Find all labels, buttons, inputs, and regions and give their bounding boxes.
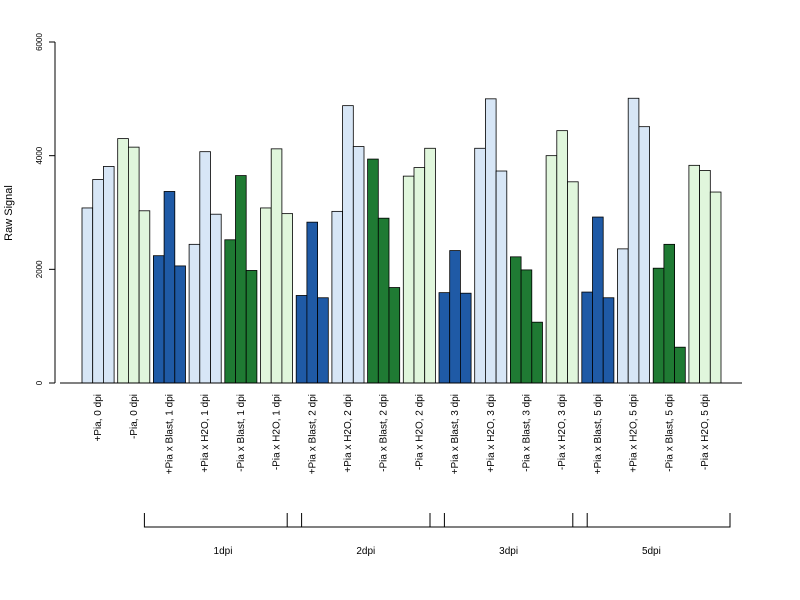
- x-tick-label: +Pia x Blast, 3 dpi: [450, 394, 461, 474]
- y-axis: 0 2000 4000 6000: [35, 33, 56, 385]
- bar: [138, 210, 151, 384]
- bar: [638, 126, 651, 384]
- group-label: 3dpi: [499, 546, 518, 557]
- y-tick-label: 2000: [35, 260, 44, 278]
- bar: [449, 250, 461, 384]
- x-tick-label: +Pia x Blast, 5 dpi: [593, 394, 604, 474]
- x-tick-label: +Pia x Blast, 1 dpi: [164, 394, 175, 474]
- bar: [295, 295, 308, 384]
- bar: [306, 221, 318, 384]
- bar: [388, 287, 401, 384]
- bar: [117, 138, 129, 384]
- bar: [127, 146, 140, 384]
- y-tick-label: 6000: [35, 33, 44, 51]
- bar: [367, 158, 379, 384]
- x-tick-label: -Pia x H2O, 2 dpi: [414, 394, 425, 470]
- x-tick-label: +Pia, 0 dpi: [93, 394, 104, 442]
- bar: [699, 170, 711, 384]
- y-axis-label: Raw Signal: [3, 185, 15, 241]
- bar: [377, 217, 390, 384]
- bar: [342, 105, 354, 384]
- bar: [235, 175, 247, 384]
- bar: [352, 146, 365, 384]
- bar: [224, 239, 236, 384]
- group-bracket: [143, 513, 303, 528]
- y-tick-label: 4000: [35, 146, 44, 164]
- bar: [688, 164, 701, 384]
- bar: [484, 98, 497, 384]
- bar: [627, 97, 640, 384]
- x-tick-label: -Pia x Blast, 3 dpi: [521, 394, 532, 472]
- bar: [581, 291, 593, 384]
- x-tick-label: -Pia x Blast, 1 dpi: [236, 394, 247, 472]
- bar: [413, 167, 426, 384]
- bar: [188, 243, 201, 384]
- bar: [152, 255, 165, 384]
- bar: [674, 346, 686, 384]
- group-label: 1dpi: [214, 546, 233, 557]
- bar: [281, 213, 293, 384]
- bar: [545, 155, 558, 384]
- bar: [103, 166, 115, 384]
- bar: [520, 269, 533, 384]
- x-tick-label: +Pia x H2O, 5 dpi: [629, 394, 640, 473]
- bar: [81, 207, 94, 384]
- bar: [709, 191, 722, 384]
- group-bracket: [572, 513, 731, 528]
- x-tick-label: +Pia x H2O, 3 dpi: [486, 394, 497, 473]
- bar: [652, 267, 665, 384]
- bar: [260, 207, 272, 384]
- bar: [210, 213, 222, 384]
- x-tick-label: +Pia x Blast, 2 dpi: [307, 394, 318, 474]
- x-tick-label: +Pia x H2O, 2 dpi: [343, 394, 354, 473]
- group-bracket: [429, 513, 588, 528]
- bars: [81, 97, 722, 384]
- group-brackets: 1dpi 2dpi 3dpi 5dpi: [143, 513, 731, 557]
- bar: [617, 248, 629, 384]
- group-label: 5dpi: [642, 546, 661, 557]
- x-tick-label: +Pia x H2O, 1 dpi: [200, 394, 211, 473]
- bar: [602, 297, 615, 384]
- y-tick-label: 0: [35, 380, 44, 385]
- bar: [663, 243, 676, 384]
- bar: [474, 147, 486, 384]
- bar: [509, 256, 522, 384]
- bar: [592, 216, 604, 384]
- bar: [567, 181, 579, 384]
- bar: [331, 210, 343, 384]
- bar: [270, 148, 283, 384]
- group-bracket: [286, 513, 445, 528]
- x-tick-label: -Pia x Blast, 5 dpi: [664, 394, 675, 472]
- bar: [174, 265, 186, 384]
- bar: [424, 147, 436, 384]
- bar: [438, 292, 451, 384]
- bar: [317, 297, 329, 384]
- group-label: 2dpi: [356, 546, 375, 557]
- x-tick-label: -Pia x H2O, 1 dpi: [272, 394, 283, 470]
- bar: [402, 175, 415, 384]
- bar: [556, 130, 568, 384]
- bar: [245, 270, 258, 384]
- bar: [92, 179, 104, 384]
- bar: [163, 191, 176, 384]
- x-tick-label: -Pia, 0 dpi: [129, 394, 140, 439]
- bar: [199, 151, 211, 384]
- bar: [459, 292, 472, 384]
- x-tick-label: -Pia x Blast, 2 dpi: [379, 394, 390, 472]
- bar: [495, 170, 508, 384]
- x-tick-labels: +Pia, 0 dpi -Pia, 0 dpi +Pia x Blast, 1 dp…: [93, 394, 711, 474]
- x-tick-label: -Pia x H2O, 3 dpi: [557, 394, 568, 470]
- x-tick-label: -Pia x H2O, 5 dpi: [700, 394, 711, 470]
- bar: [531, 321, 543, 384]
